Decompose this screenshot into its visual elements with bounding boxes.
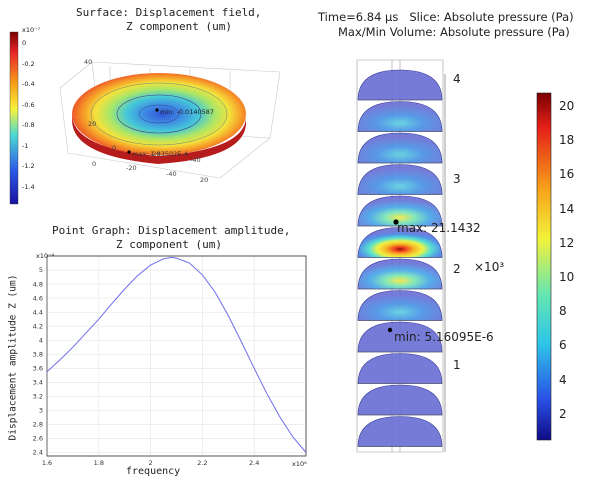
surface-colorbar-tick: -1	[22, 141, 29, 150]
surface-axis-tick: -20	[150, 150, 161, 158]
point-graph-title-line2: Z component (um)	[116, 238, 222, 251]
slice-axis-exponent: ×10³	[474, 260, 505, 274]
slice-colorbar-tick: 14	[559, 201, 575, 216]
point-graph-title-line1: Point Graph: Displacement amplitude,	[52, 224, 291, 237]
surface-colorbar-tick: -0.8	[22, 121, 35, 129]
slice-colorbar	[536, 92, 552, 441]
surface-colorbar-tick: -0.6	[22, 100, 35, 109]
point-graph-chart: 2.4 2.6 2.8 3 3.2 3.4 3.6 3.8 4 4.2 4.4 4.6 4.8 5 1.6 1…	[0, 250, 310, 484]
point-graph-x-exponent: x10⁶	[292, 460, 307, 468]
y-tick-label: 3	[39, 407, 43, 415]
surface-colorbar-tick: -0.4	[22, 80, 35, 88]
pressure-slice	[357, 195, 443, 227]
slice-colorbar-tick: 16	[559, 167, 575, 182]
slice-colorbar-tick: 12	[559, 235, 575, 250]
slice-min-label: min: 5.16095E-6	[394, 330, 494, 344]
amplitude-series-line	[46, 256, 307, 453]
y-tick-label: 3.4	[33, 379, 43, 387]
y-tick-label: 4.4	[33, 308, 43, 316]
plot-frame	[46, 255, 307, 457]
surface-plot	[0, 28, 290, 210]
slice-stack	[357, 69, 443, 447]
surface-colorbar-tick: -1.2	[22, 162, 35, 170]
slice-axis-tick: 1	[453, 358, 461, 372]
surface-axis-tick: 20	[200, 176, 209, 184]
surface-plot-title-line2: Z component (um)	[126, 20, 232, 33]
pressure-slice	[357, 132, 443, 164]
y-tick-label: 3.8	[33, 350, 43, 358]
surface-colorbar-tick: -0.2	[22, 59, 35, 68]
surface-colorbar	[9, 31, 19, 205]
y-tick-label: 3.2	[33, 393, 43, 401]
surface-colorbar-exponent: x10⁻⁷	[22, 26, 41, 34]
surface-colorbar-tick: -1.4	[22, 182, 35, 191]
slice-axis-tick: 3	[453, 172, 461, 186]
surface-axis-tick: 0	[92, 160, 97, 168]
surface-axis-tick: -20	[126, 164, 137, 172]
pressure-slice	[357, 416, 443, 447]
point-graph-ylabel: Displacement amplitude Z (um)	[7, 274, 19, 441]
y-tick-label: 4.2	[33, 322, 43, 330]
x-tick-label: 1.8	[94, 459, 104, 467]
slice-colorbar-tick: 4	[559, 372, 567, 387]
x-tick-label: 2	[149, 459, 153, 467]
x-tick-label: 2.2	[197, 459, 207, 467]
pressure-slice	[357, 258, 443, 290]
surface-axis-tick: 20	[88, 120, 97, 128]
pressure-slice	[357, 321, 443, 353]
slice-axis-tick: 4	[453, 72, 461, 86]
slice-colorbar-tick: 18	[559, 133, 575, 148]
pressure-slice	[357, 384, 443, 416]
slice-header-line2: Max/Min Volume: Absolute pressure (Pa)	[338, 25, 570, 39]
pressure-slice	[357, 290, 443, 321]
surface-min-label: min: -0.0140587	[160, 108, 215, 116]
point-graph-y-exponent: x10⁻⁴	[36, 252, 55, 260]
surface-axis-tick: -40	[190, 156, 201, 164]
slice-colorbar-tick: 2	[559, 406, 567, 421]
x-tick-label: 2.4	[249, 459, 259, 467]
surface-axis-tick: -40	[166, 170, 177, 178]
pressure-slice	[357, 164, 443, 195]
y-tick-label: 2.6	[33, 435, 43, 443]
y-tick-label: 4.6	[33, 294, 43, 302]
x-tick-label: 1.6	[42, 459, 52, 467]
displacement-disc	[72, 73, 246, 155]
slice-header-line1: Time=6.84 µs Slice: Absolute pressure (P…	[318, 10, 574, 24]
slice-max-label: max: 21.1432	[397, 221, 481, 235]
y-tick-label: 2.4	[33, 449, 43, 457]
pressure-slice	[357, 101, 443, 132]
y-tick-label: 5	[39, 266, 43, 274]
pressure-slice	[357, 353, 443, 384]
surface-axis-tick: 40	[84, 58, 93, 66]
y-tick-label: 4.8	[33, 280, 43, 288]
slice-colorbar-tick: 8	[559, 304, 567, 319]
pressure-slice	[357, 227, 443, 258]
slice-colorbar-tick: 6	[559, 338, 567, 353]
y-tick-label: 4	[39, 336, 43, 344]
slice-colorbar-tick: 20	[559, 99, 575, 113]
surface-axis-tick: 0	[112, 144, 117, 152]
surface-colorbar-tick: 0	[22, 39, 27, 47]
y-tick-label: 3.6	[33, 364, 43, 372]
slice-colorbar-tick: 10	[559, 270, 575, 284]
slice-axis-tick: 2	[453, 262, 461, 276]
surface-max-label: max: 1.83502E-4	[132, 150, 188, 158]
y-tick-label: 2.8	[33, 421, 43, 429]
surface-plot-title-line1: Surface: Displacement field,	[76, 6, 262, 19]
slice-plot	[330, 40, 600, 484]
point-graph-xlabel: frequency	[126, 466, 181, 477]
pressure-slice	[357, 69, 443, 101]
plot-frame	[46, 255, 307, 457]
